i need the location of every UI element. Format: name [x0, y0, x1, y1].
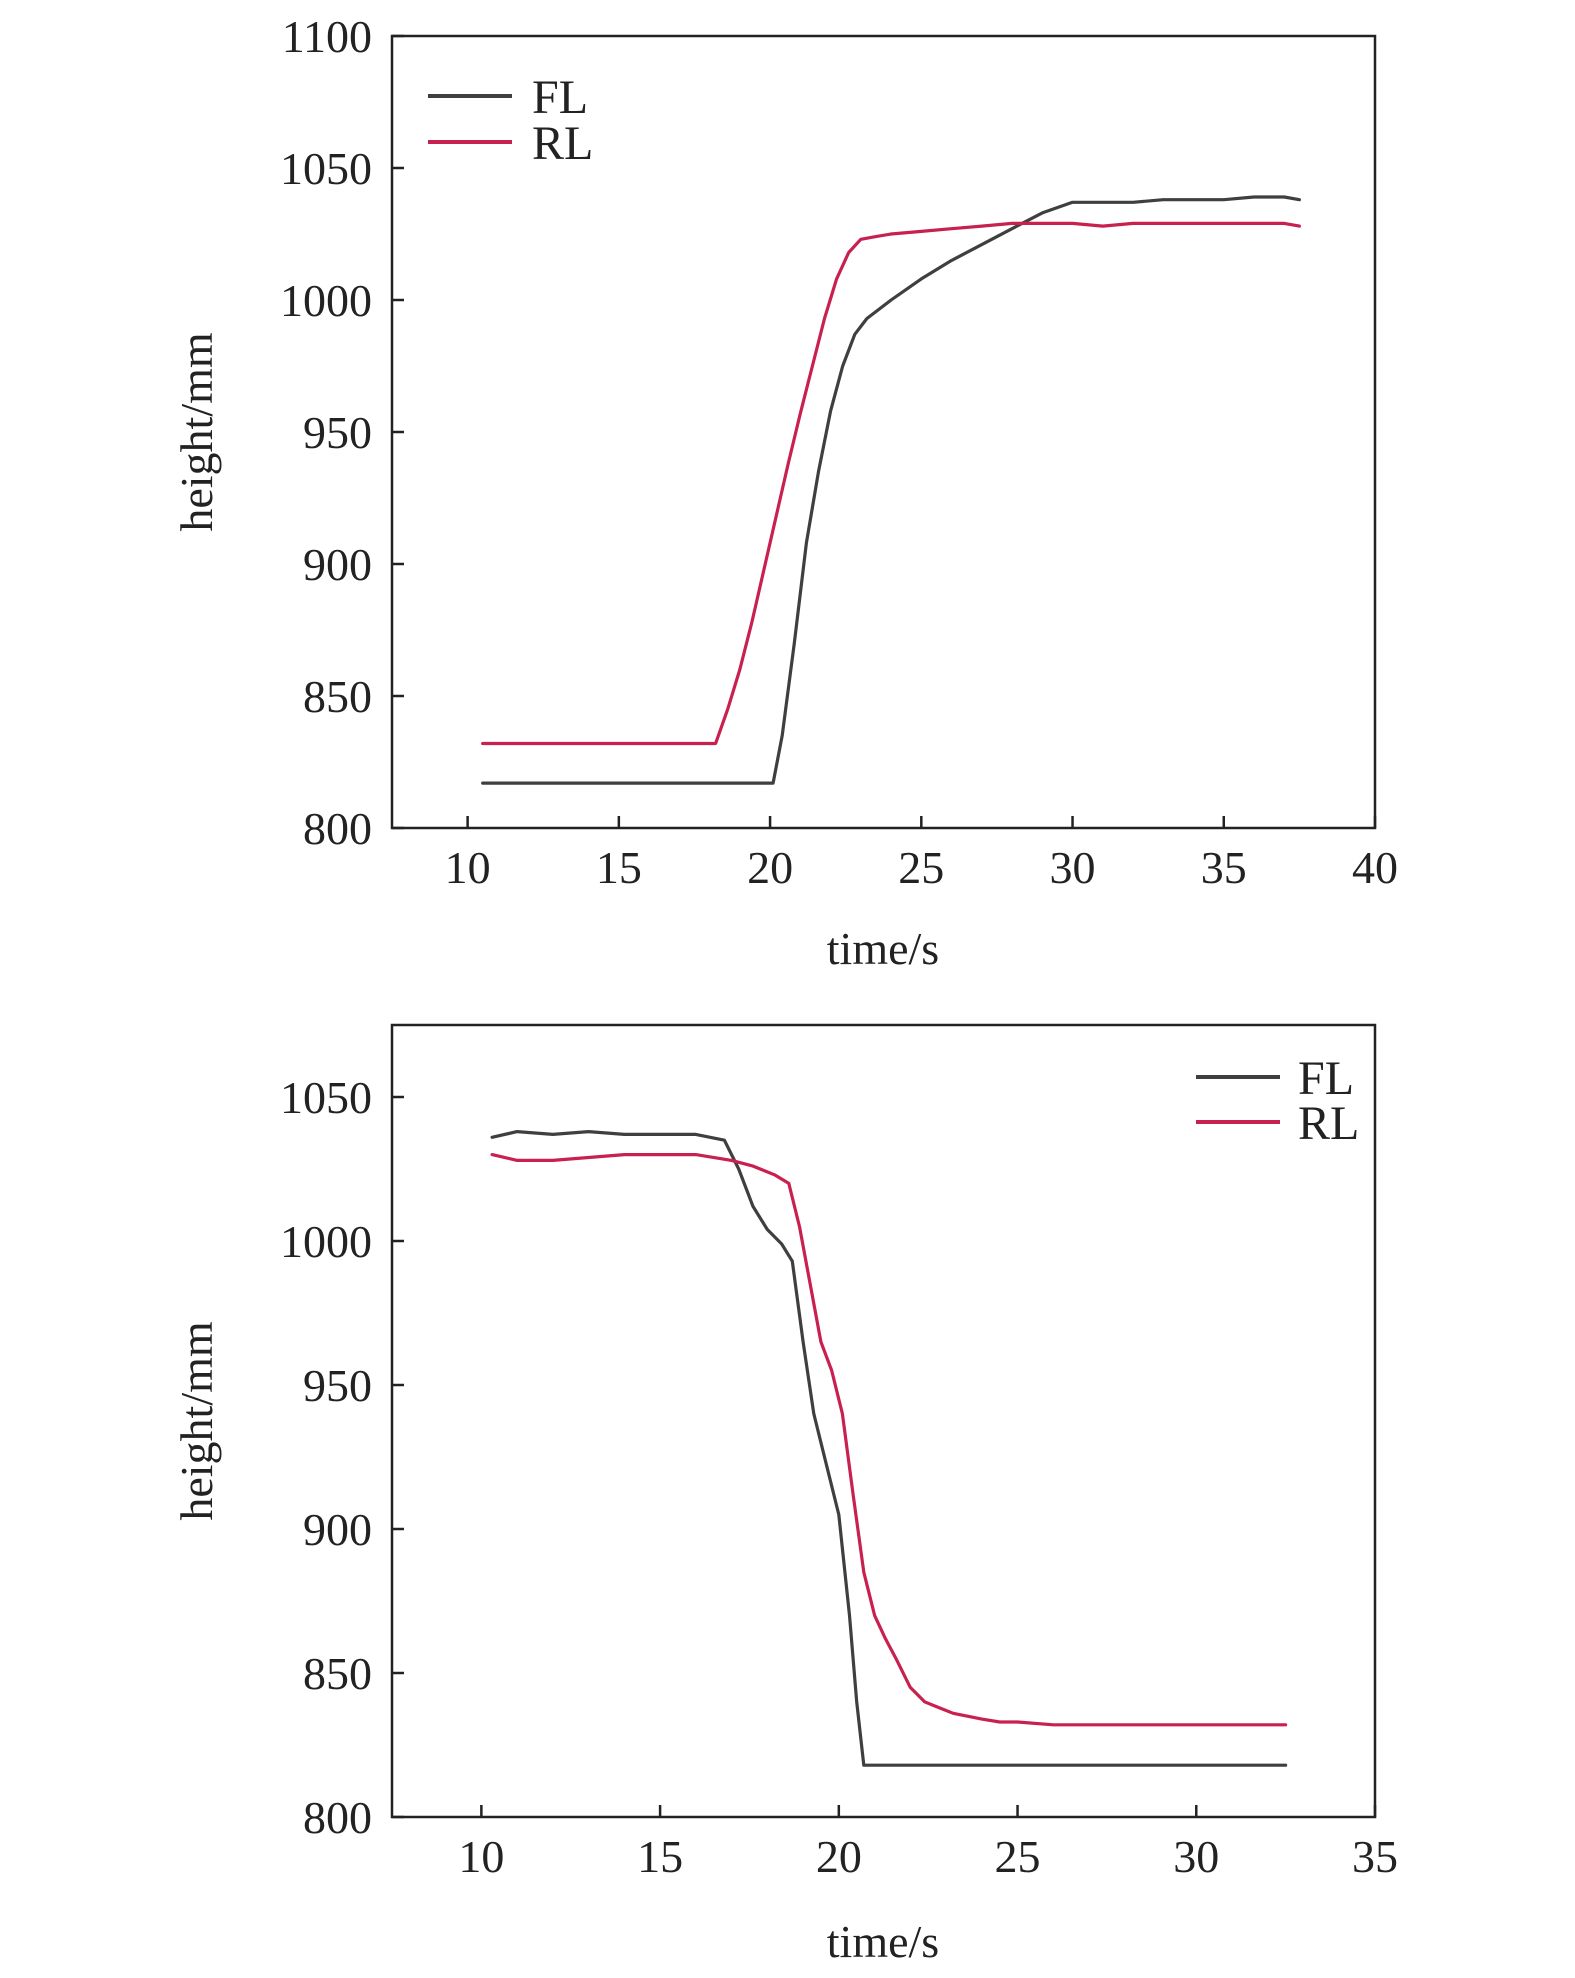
y-axis-label-top: height/mm: [171, 332, 222, 532]
y-tick-label: 800: [303, 1792, 372, 1843]
legend-bottom: FL RL: [1196, 1052, 1359, 1150]
x-axis-label-bottom: time/s: [827, 1916, 939, 1967]
x-axis-label-top: time/s: [827, 923, 939, 974]
y-tick-label: 1050: [280, 143, 372, 194]
x-tick-label: 20: [816, 1831, 862, 1882]
x-tick-label: 30: [1173, 1831, 1219, 1882]
y-tick-label: 850: [303, 1648, 372, 1699]
y-tick-label: 850: [303, 671, 372, 722]
x-tick-label: 30: [1050, 842, 1096, 893]
y-tick-label: 1100: [282, 11, 372, 62]
chart-top: 10 15 20 25 30 35 40 800 850 900 950 1000 1050 1100 F…: [171, 11, 1398, 974]
x-tick-label: 25: [898, 842, 944, 893]
series-line-rl: [490, 1152, 1288, 1727]
series-top: [481, 195, 1302, 785]
legend-top: FL RL: [428, 71, 593, 170]
y-tick-label: 900: [303, 539, 372, 590]
y-tick-label: 1000: [280, 275, 372, 326]
legend-label-fl: FL: [1298, 1052, 1354, 1105]
chart-bottom: 10 15 20 25 30 35 800 850 900 950 1000 1050 FL RL t…: [171, 1023, 1398, 1967]
series-bottom: [490, 1129, 1288, 1767]
y-tick-label: 950: [303, 407, 372, 458]
x-tick-label: 20: [747, 842, 793, 893]
x-tick-label: 15: [637, 1831, 683, 1882]
y-tick-label: 800: [303, 803, 372, 854]
y-tick-label: 900: [303, 1504, 372, 1555]
x-tick-label: 40: [1352, 842, 1398, 893]
legend-label-fl: FL: [532, 71, 588, 124]
x-tick-label: 35: [1201, 842, 1247, 893]
series-line-fl: [481, 195, 1302, 785]
y-tick-label: 950: [303, 1360, 372, 1411]
y-axis-label-bottom: height/mm: [171, 1321, 222, 1521]
legend-label-rl: RL: [1298, 1097, 1359, 1150]
x-tick-label: 15: [596, 842, 642, 893]
x-tick-label: 10: [445, 842, 491, 893]
legend-label-rl: RL: [532, 117, 593, 170]
x-tick-label: 35: [1352, 1831, 1398, 1882]
series-line-fl: [490, 1129, 1288, 1767]
y-tick-label: 1000: [280, 1216, 372, 1267]
series-line-rl: [481, 221, 1302, 746]
plot-frame-bottom: [390, 1023, 1377, 1819]
x-tick-label: 10: [458, 1831, 504, 1882]
x-tick-label: 25: [995, 1831, 1041, 1882]
y-tick-label: 1050: [280, 1072, 372, 1123]
ticks-top: 10 15 20 25 30 35 40 800 850 900 950 1000 1050 1100: [280, 11, 1398, 893]
ticks-bottom: 10 15 20 25 30 35 800 850 900 950 1000 1050: [280, 1072, 1398, 1882]
